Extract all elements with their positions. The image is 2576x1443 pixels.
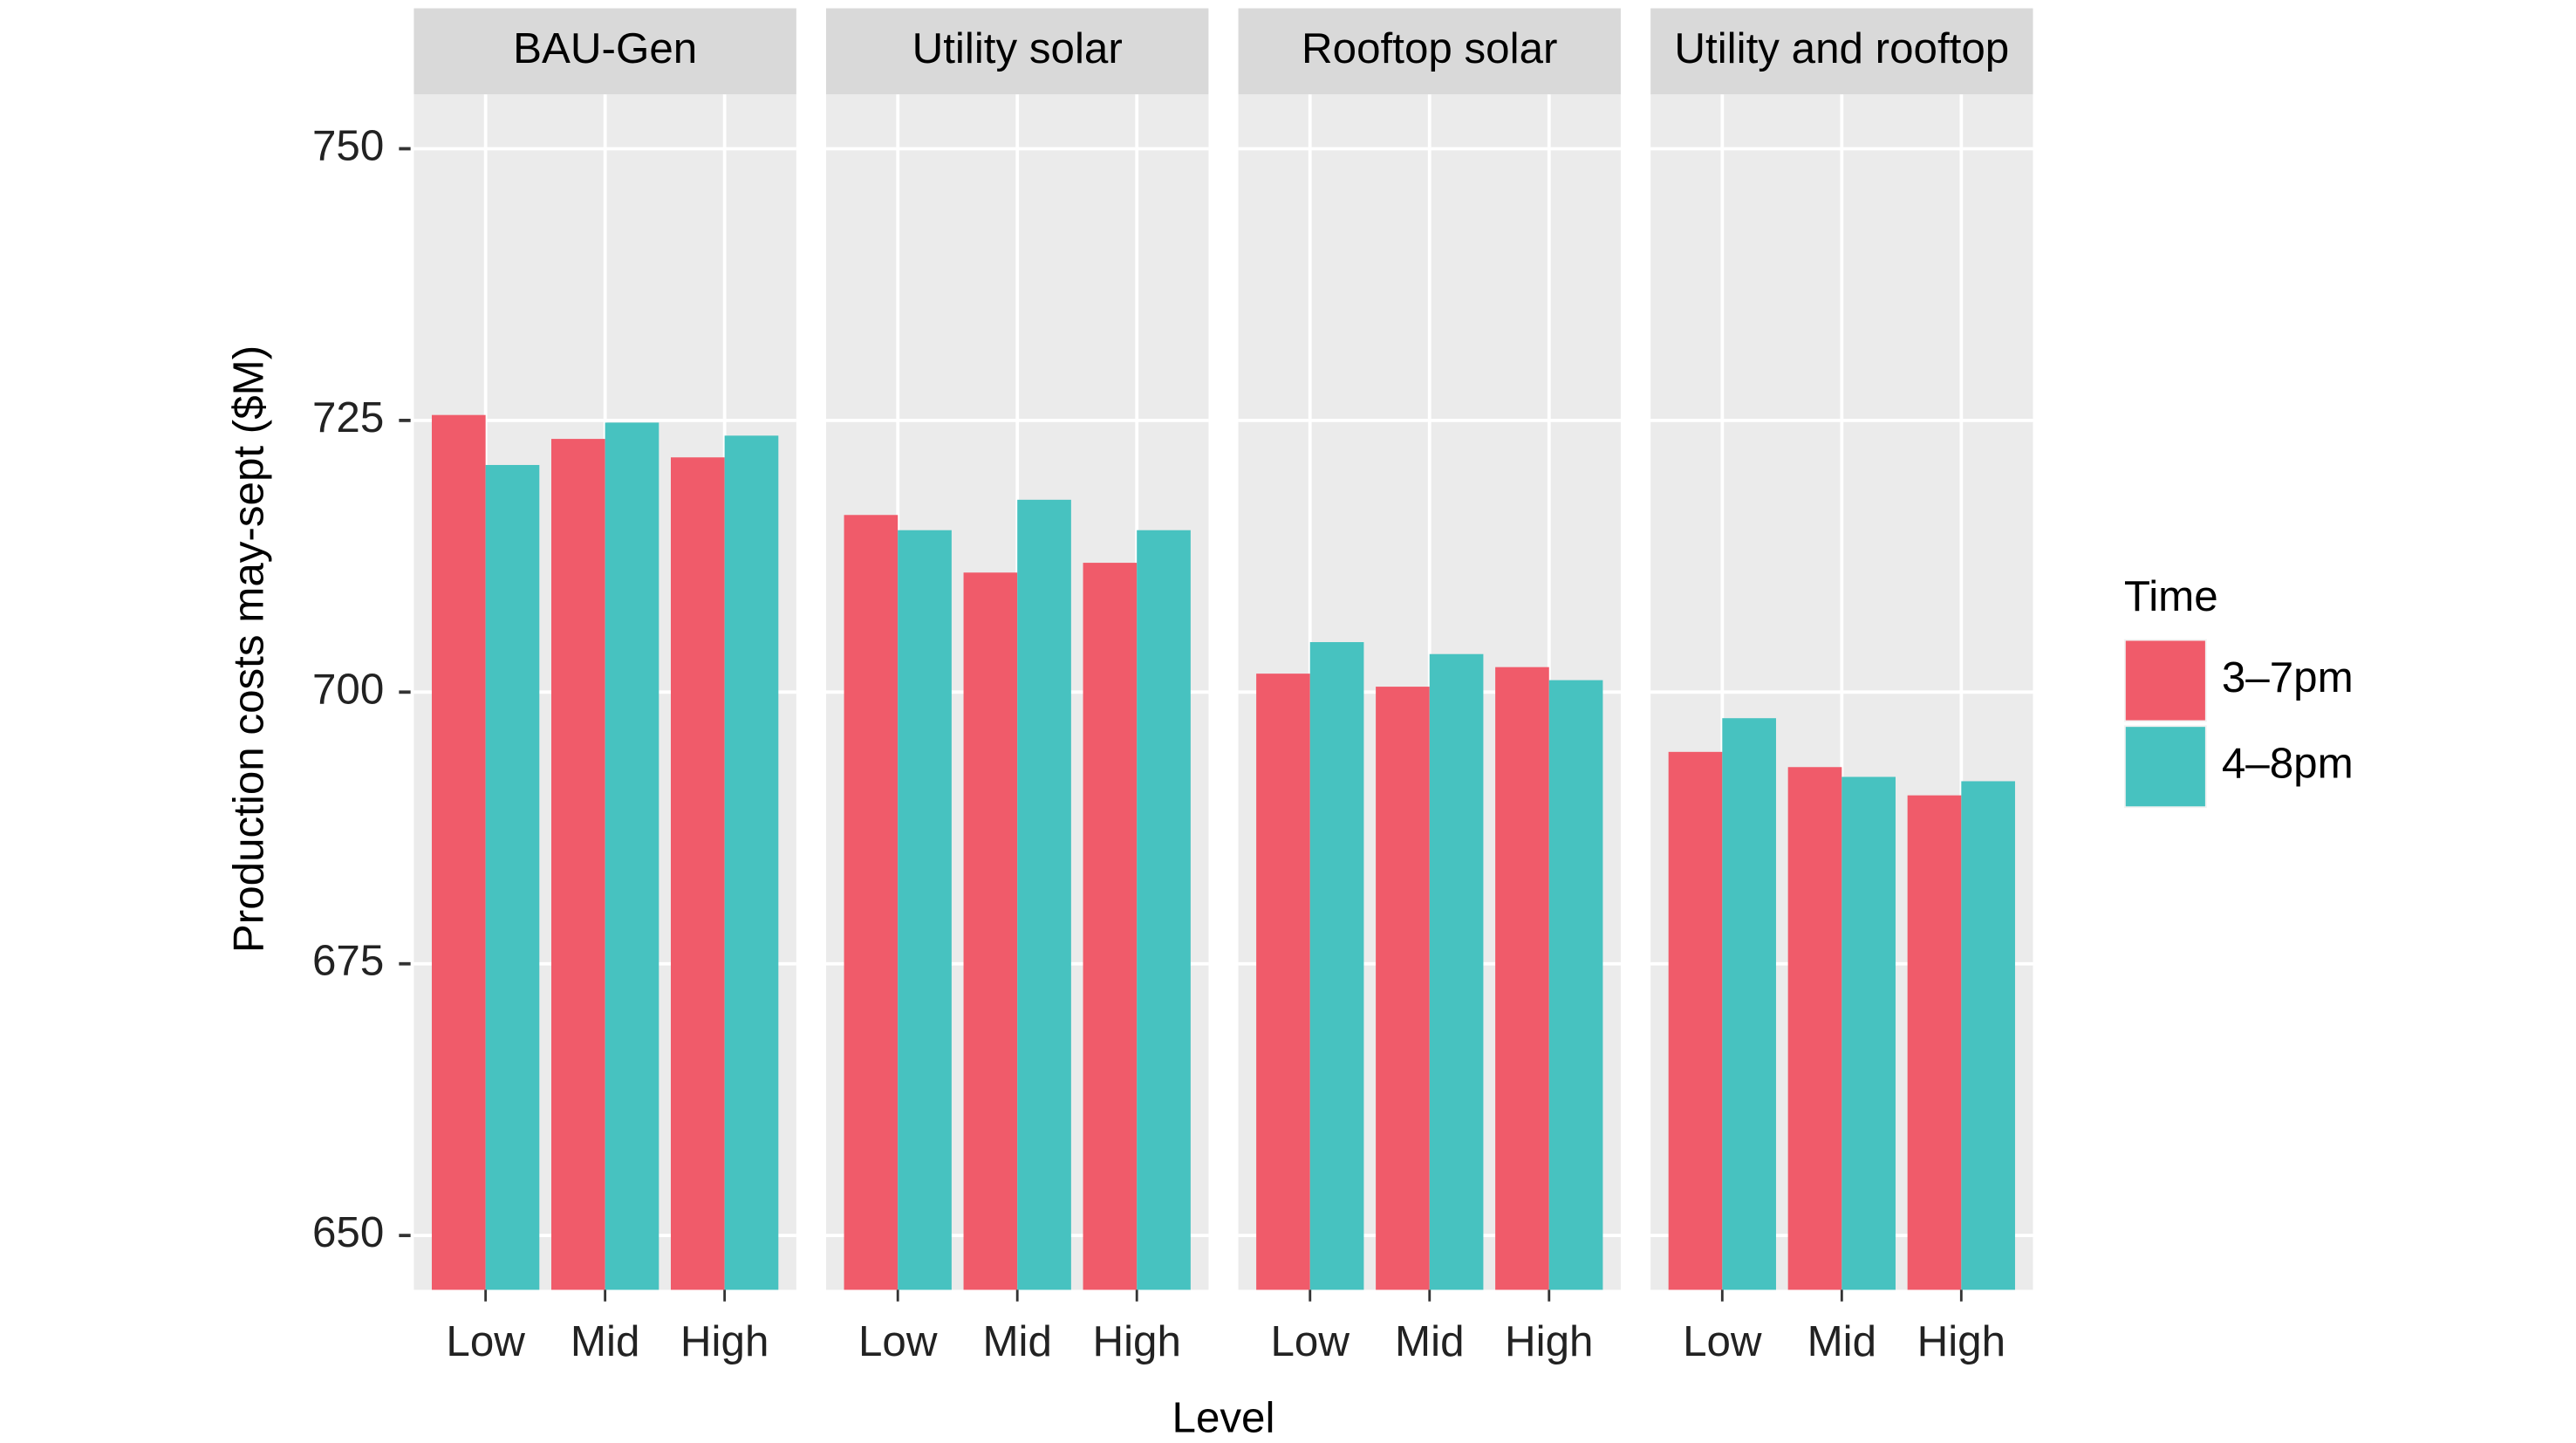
facet-strip [1238,8,1621,95]
y-axis-label: Production costs may-sept ($M) [224,345,272,953]
bar [551,439,605,1290]
y-tick-label: 650 [312,1208,384,1256]
bar [1841,776,1896,1290]
bar [724,435,779,1290]
legend-title: Time [2124,572,2218,620]
x-tick-label: Low [446,1317,525,1365]
y-tick-label: 750 [312,122,384,170]
bar [485,464,540,1290]
bar [605,422,659,1290]
facet-title: Utility solar [912,24,1123,72]
y-tick-label: 675 [312,937,384,985]
x-tick-label: Low [858,1317,938,1365]
y-tick-label: 700 [312,665,384,713]
facet-strip [826,8,1209,95]
x-tick-label: Mid [1395,1317,1464,1365]
legend-swatch [2125,727,2205,807]
facet-title: Rooftop solar [1302,24,1557,72]
bar [1787,767,1842,1290]
bar [1668,751,1723,1290]
bar [898,530,952,1290]
bar [1137,530,1191,1290]
bar [1548,680,1603,1290]
x-tick-label: Low [1683,1317,1762,1365]
bar [1495,667,1549,1290]
bar [1256,674,1310,1290]
y-tick-label: 725 [312,393,384,441]
x-tick-label: Mid [982,1317,1051,1365]
bar [1083,563,1138,1290]
bar [1429,653,1484,1290]
bar [844,515,899,1290]
bar [1017,499,1071,1290]
bar [1961,781,2015,1290]
facet-strip [413,8,796,95]
bar [1907,795,1962,1290]
x-tick-label: High [1505,1317,1593,1365]
x-tick-label: Low [1271,1317,1350,1365]
facet-title: BAU-Gen [513,24,697,72]
bar [432,414,486,1290]
x-tick-label: Mid [1807,1317,1876,1365]
facet-title: Utility and rooftop [1674,24,2009,72]
bar [671,457,725,1290]
x-tick-label: High [1917,1317,2005,1365]
x-tick-label: High [1092,1317,1180,1365]
x-tick-label: Mid [571,1317,639,1365]
bar [1309,642,1364,1290]
x-axis-label: Level [1172,1393,1275,1441]
bar [963,572,1018,1290]
bar [1376,687,1430,1290]
legend-label: 4–8pm [2222,740,2354,788]
x-tick-label: High [680,1317,769,1365]
legend-swatch [2125,640,2205,721]
bar [1722,718,1776,1290]
legend-label: 3–7pm [2222,653,2354,701]
facet-strip [1650,8,2033,95]
